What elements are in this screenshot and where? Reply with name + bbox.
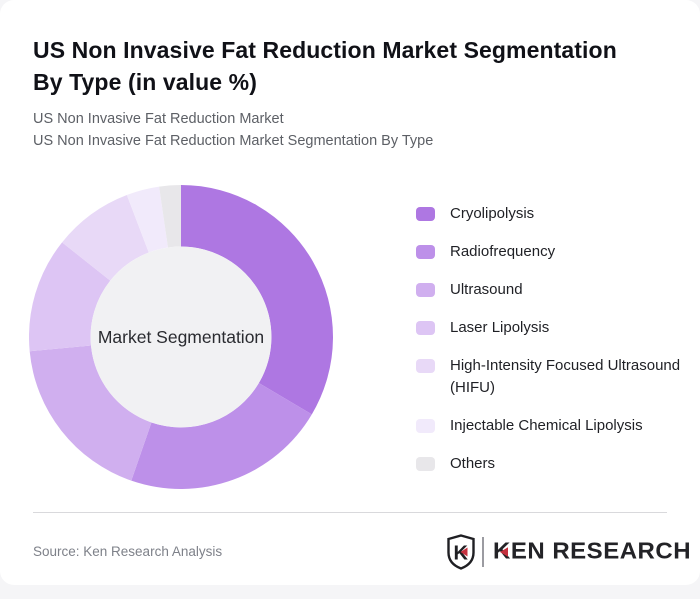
page-title: US Non Invasive Fat Reduction Market Seg… (33, 34, 617, 98)
logo-divider (482, 537, 484, 567)
legend-item: Radiofrequency (416, 241, 685, 263)
donut-slice-others (159, 185, 181, 248)
logo-wordmark: KEN RESEARCH (493, 539, 691, 566)
ken-research-shield-icon: K (447, 534, 475, 570)
legend-swatch-icon (416, 359, 435, 373)
legend-item: Injectable Chemical Lipolysis (416, 415, 685, 437)
legend-swatch-icon (416, 283, 435, 297)
subtitle-line2: US Non Invasive Fat Reduction Market Seg… (33, 132, 434, 149)
page-title-line1: US Non Invasive Fat Reduction Market Seg… (33, 37, 617, 63)
legend-label: Injectable Chemical Lipolysis (450, 417, 643, 434)
page-title-line2: By Type (in value %) (33, 69, 257, 95)
donut-slice-ultrasound (29, 345, 152, 481)
legend-item: Others (416, 453, 685, 475)
donut-slice-high-intensity-focused-ultrasound-hifu (62, 194, 149, 281)
chart-legend: Cryolipolysis Radiofrequency Ultrasound … (416, 203, 685, 491)
donut-slice-cryolipolysis (181, 185, 333, 415)
legend-label: Ultrasound (450, 281, 523, 298)
legend-label: Laser Lipolysis (450, 319, 550, 336)
ken-research-logo: K KEN RESEARCH (446, 534, 691, 570)
legend-swatch-icon (416, 321, 435, 335)
donut-slice-laser-lipolysis (29, 242, 111, 352)
footer-divider (33, 512, 667, 513)
source-note: Source: Ken Research Analysis (33, 544, 223, 559)
donut-slice-radiofrequency (131, 383, 312, 489)
legend-item: Cryolipolysis (416, 203, 685, 225)
donut-slice-injectable-chemical-lipolysis (126, 186, 168, 253)
legend-label: Cryolipolysis (450, 205, 535, 222)
subtitle-line1: US Non Invasive Fat Reduction Market (33, 111, 284, 127)
logo-wordmark-text: KEN RESEARCH (493, 538, 692, 565)
donut-chart: Market Segmentation (29, 185, 333, 489)
legend-label: High-Intensity Focused Ultrasound (HIFU) (450, 357, 681, 396)
legend-item: Laser Lipolysis (416, 317, 685, 339)
legend-swatch-icon (416, 457, 435, 471)
badge-letter: K (454, 543, 469, 565)
legend-item: High-Intensity Focused Ultrasound (HIFU) (416, 355, 685, 399)
legend-swatch-icon (416, 207, 435, 221)
donut-chart-svg (29, 185, 333, 489)
legend-item: Ultrasound (416, 279, 685, 301)
legend-label: Radiofrequency (450, 243, 556, 260)
legend-swatch-icon (416, 419, 435, 433)
chart-subtitle: US Non Invasive Fat Reduction Market US … (33, 109, 433, 152)
legend-label: Others (450, 455, 496, 472)
donut-hole (90, 246, 272, 428)
legend-swatch-icon (416, 245, 435, 259)
logo-red-wedge-icon (500, 547, 508, 557)
chart-card: US Non Invasive Fat Reduction Market Seg… (29, 34, 691, 570)
